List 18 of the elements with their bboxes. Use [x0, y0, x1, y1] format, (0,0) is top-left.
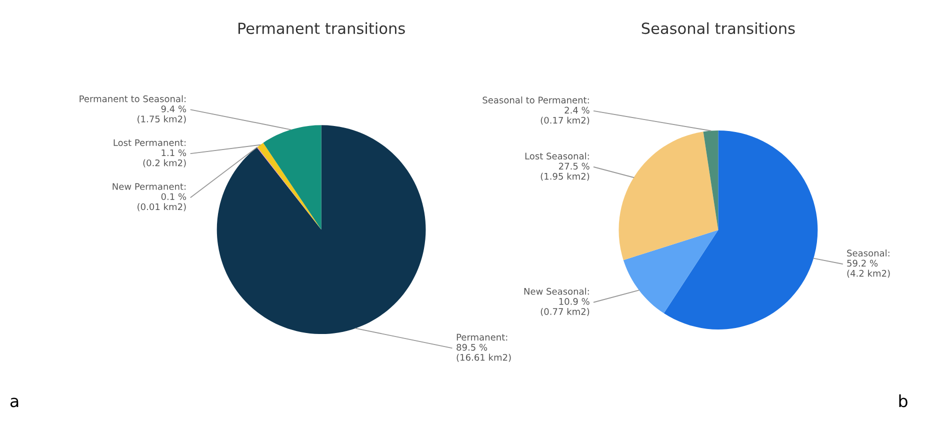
pie-slice [703, 130, 718, 230]
slice-label: Permanent: 89.5 % (16.61 km2) [456, 334, 511, 362]
pie-slice [263, 125, 322, 230]
pie-slice [618, 132, 718, 260]
text: a [10, 398, 18, 408]
text: b [899, 394, 908, 408]
slice-label: Lost Permanent: 1.1 % (0.2 km2) [114, 139, 186, 168]
slice-label: Seasonal: 59.2 % (4.2 km2) [847, 250, 890, 278]
slice-label: Permanent to Seasonal: 9.4 % (1.75 km2) [80, 95, 186, 124]
slice-label: Lost Seasonal: 27.5 % (1.95 km2) [525, 152, 590, 181]
chart-title: Permanent transitions [238, 22, 405, 34]
slice-label: Seasonal to Permanent: 2.4 % (0.17 km2) [482, 96, 590, 125]
pie-slice [623, 230, 718, 314]
chart-title: Seasonal transitions [642, 22, 795, 34]
pie-slice [664, 130, 818, 330]
slice-label: New Seasonal: 10.9 % (0.77 km2) [524, 288, 590, 316]
pie-slice [216, 125, 426, 334]
slice-label: New Permanent: 0.1 % (0.01 km2) [112, 183, 186, 212]
